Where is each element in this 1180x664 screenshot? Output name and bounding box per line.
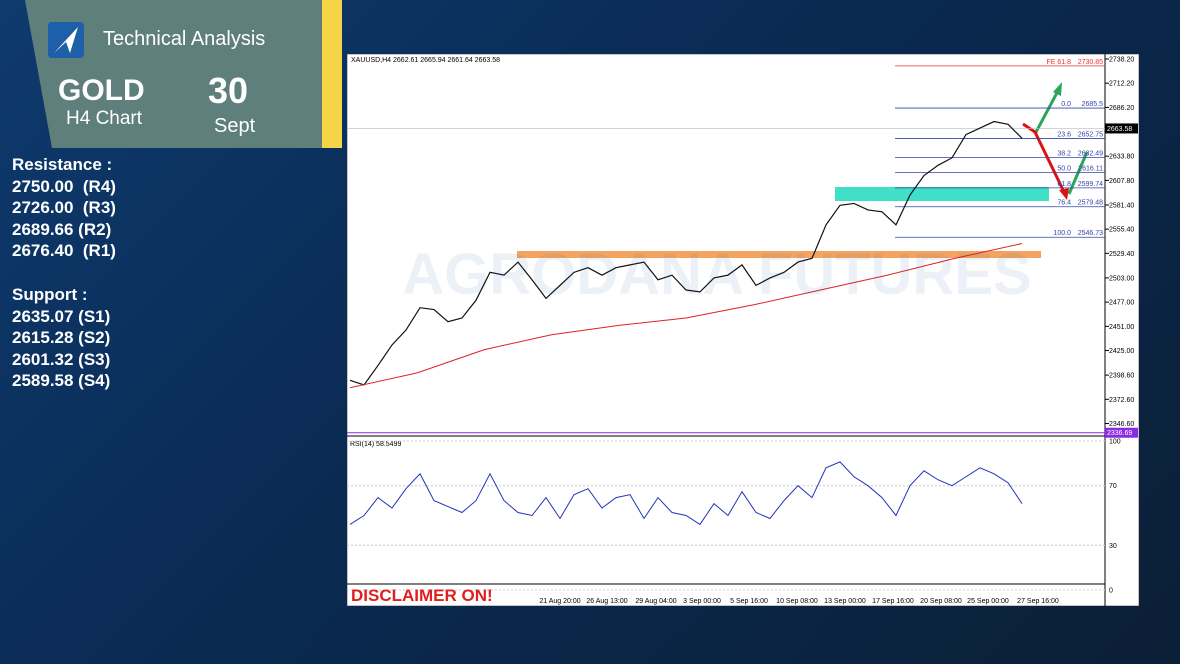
fib-ratio: 100.0: [1053, 230, 1071, 237]
header-box: [25, 0, 322, 148]
logo-mark: [54, 27, 78, 53]
fib-ratio: 23.6: [1057, 132, 1071, 139]
fib-price: 2730.85: [1078, 59, 1103, 66]
fib-ratio: 0.0: [1061, 101, 1071, 108]
x-tick-label: 26 Aug 13:00: [586, 598, 627, 605]
x-tick-label: 5 Sep 16:00: [730, 598, 768, 605]
day: 30: [208, 70, 249, 111]
fib-ratio: 76.4: [1057, 200, 1071, 207]
price-label: 2663.58: [1107, 126, 1132, 133]
y-tick-label: 2555.40: [1109, 227, 1134, 234]
x-tick-label: 10 Sep 08:00: [776, 598, 818, 605]
y-tick-label: 2529.40: [1109, 251, 1134, 258]
y-tick-label: 2398.60: [1109, 373, 1134, 380]
fib-ratio: 38.2: [1057, 150, 1071, 157]
month: Sept: [214, 115, 256, 137]
price-line: [349, 120, 1023, 386]
arrow-down: [1022, 122, 1067, 195]
y-tick-label: 2607.80: [1109, 178, 1134, 185]
fib-price: 2685.5: [1082, 101, 1104, 108]
fib-price: 2616.11: [1078, 166, 1103, 173]
rsi-label: RSI(14) 58.5499: [350, 441, 401, 448]
x-tick-label: 29 Aug 04:00: [635, 598, 676, 605]
y-tick-label: 2425.00: [1109, 348, 1134, 355]
resistance-title: Resistance :: [12, 155, 113, 174]
support-level: 2615.28 (S2): [12, 328, 111, 348]
fib-price: 2632.49: [1078, 150, 1103, 157]
chart-bg: [347, 54, 1139, 606]
rsi-line: [349, 461, 1023, 526]
y-tick-label: 2372.60: [1109, 397, 1134, 404]
title: Technical Analysis: [103, 28, 266, 50]
x-tick-label: 17 Sep 16:00: [872, 598, 914, 605]
fib-price: 2599.74: [1078, 181, 1103, 188]
resistance-level: 2676.40 (R1): [12, 241, 116, 261]
x-tick-label: 21 Aug 20:00: [539, 598, 580, 605]
accent: [322, 0, 342, 148]
y-tick-label: 2346.60: [1109, 421, 1134, 428]
info: XAUUSD,H4 2662.61 2665.94 2661.64 2663.5…: [351, 57, 500, 64]
ma-line: [349, 242, 1023, 389]
arrow-up: [1033, 88, 1061, 135]
support-title: Support :: [12, 284, 88, 304]
resistance-level: 2726.00 (R3): [12, 198, 116, 218]
y-tick-label: 2477.00: [1109, 300, 1134, 307]
fib-ratio: 50.0: [1057, 166, 1071, 173]
symbol: GOLD: [58, 74, 145, 107]
disclaimer: DISCLAIMER ON!: [351, 586, 493, 605]
demand-zone: [835, 187, 1049, 201]
y-tick-label: 2503.00: [1109, 275, 1134, 282]
arrow-head: [1059, 188, 1069, 200]
resistance-zone: [517, 251, 1041, 258]
chart: XAUUSD,H4 2662.61 2665.94 2661.64 2663.5…: [347, 54, 1139, 606]
timeframe: H4 Chart: [66, 108, 143, 129]
fib-ratio: 61.8: [1057, 181, 1071, 188]
levels: Resistance : 2750.00 (R4) 2726.00 (R3) 2689…: [12, 154, 116, 392]
resistance-level: 2689.66 (R2): [12, 219, 112, 239]
y-tick-label: 2738.20: [1109, 57, 1134, 64]
rsi-tick-label: 30: [1109, 543, 1117, 550]
low-tag: [1105, 427, 1138, 438]
x-tick-label: 13 Sep 00:00: [824, 598, 866, 605]
support-level: 2635.07 (S1): [12, 306, 111, 326]
rsi-tick-label: 0: [1109, 588, 1113, 595]
x-tick-label: 20 Sep 08:00: [920, 598, 962, 605]
fib-price: 2579.48: [1078, 200, 1103, 207]
watermark: AGRODANA FUTURES: [402, 242, 1031, 307]
rsi-tick-label: 70: [1109, 483, 1117, 490]
y-tick-label: 2633.80: [1109, 154, 1134, 161]
x-tick-label: 3 Sep 00:00: [683, 598, 721, 605]
arrow-head: [1053, 82, 1062, 96]
x-tick-label: 27 Sep 16:00: [1017, 598, 1059, 605]
y-tick-label: 2451.00: [1109, 324, 1134, 331]
y-tick-label: 2712.20: [1109, 81, 1134, 88]
fib-price: 2652.75: [1078, 132, 1103, 139]
support-level: 2589.58 (S4): [12, 371, 111, 391]
y-tick-label: 2686.20: [1109, 105, 1134, 112]
x-tick-label: 25 Sep 00:00: [967, 598, 1009, 605]
rsi-tick-label: 100: [1109, 439, 1121, 446]
price-tag: [1105, 123, 1138, 134]
fib-ratio: FE 61.8: [1046, 59, 1071, 66]
fib-price: 2546.73: [1078, 230, 1103, 237]
resistance-level: 2750.00 (R4): [12, 176, 116, 196]
low-label: 2336.69: [1107, 430, 1132, 437]
support-level: 2601.32 (S3): [12, 349, 111, 369]
y-tick-label: 2581.40: [1109, 202, 1134, 209]
